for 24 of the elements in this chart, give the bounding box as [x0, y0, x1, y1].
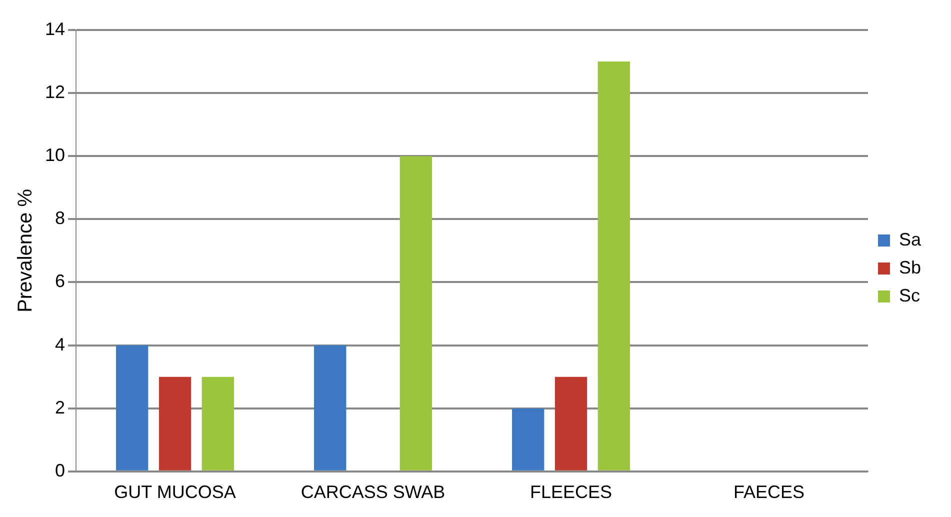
bar [202, 376, 234, 470]
bar [598, 62, 630, 470]
bar [400, 156, 432, 470]
x-tick-label: CARCASS SWAB [300, 482, 446, 502]
bar [314, 345, 346, 470]
y-tick-label: 12 [44, 82, 66, 102]
bar [512, 408, 544, 470]
y-tick-label: 0 [55, 460, 66, 480]
y-tick-label: 8 [55, 208, 66, 228]
x-tick-label: FAECES [733, 482, 805, 502]
y-tick-label: 6 [55, 271, 66, 292]
bar [158, 376, 192, 470]
legend-label: Sa [898, 229, 922, 250]
y-tick-label: 4 [55, 334, 66, 354]
y-tick-label: 10 [44, 145, 66, 166]
legend-label: Sc [898, 285, 920, 306]
y-tick-label: 2 [55, 397, 66, 418]
bar [554, 376, 588, 470]
x-tick-label: FLEECES [530, 482, 612, 502]
y-axis-title: Prevalence % [14, 188, 37, 312]
legend-label: Sb [898, 257, 922, 278]
bar [116, 345, 148, 470]
y-tick-label: 14 [44, 18, 66, 39]
x-tick-label: GUT MUCOSA [114, 482, 236, 502]
